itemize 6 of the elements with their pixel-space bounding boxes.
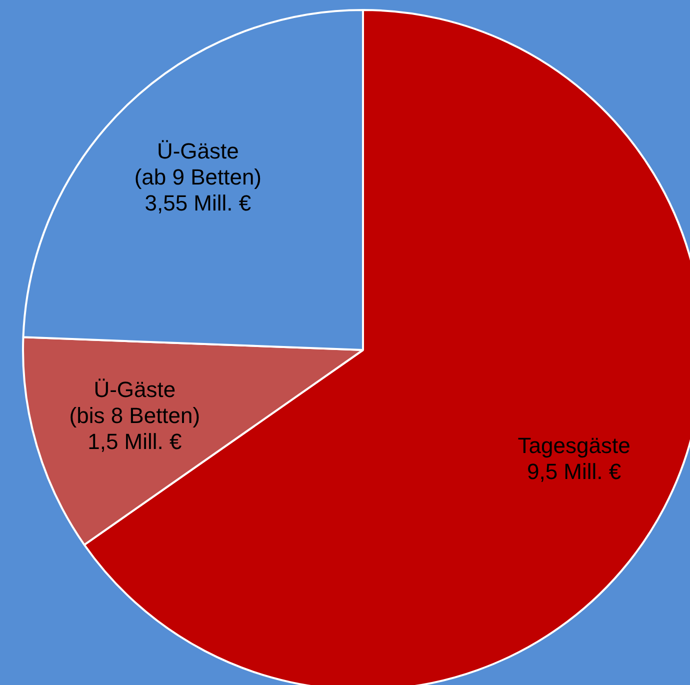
slice-label: Ü-Gäste (ab 9 Betten) [134,138,262,190]
data-label: 1,5 Mill. € [88,429,182,454]
data-label: 3,55 Mill. € [144,190,252,216]
slice-label: Ü-Gäste (bis 8 Betten) [69,377,200,428]
data-label: 9,5 Mill. € [526,459,622,484]
slice-label: Tagesgäste [518,433,630,458]
